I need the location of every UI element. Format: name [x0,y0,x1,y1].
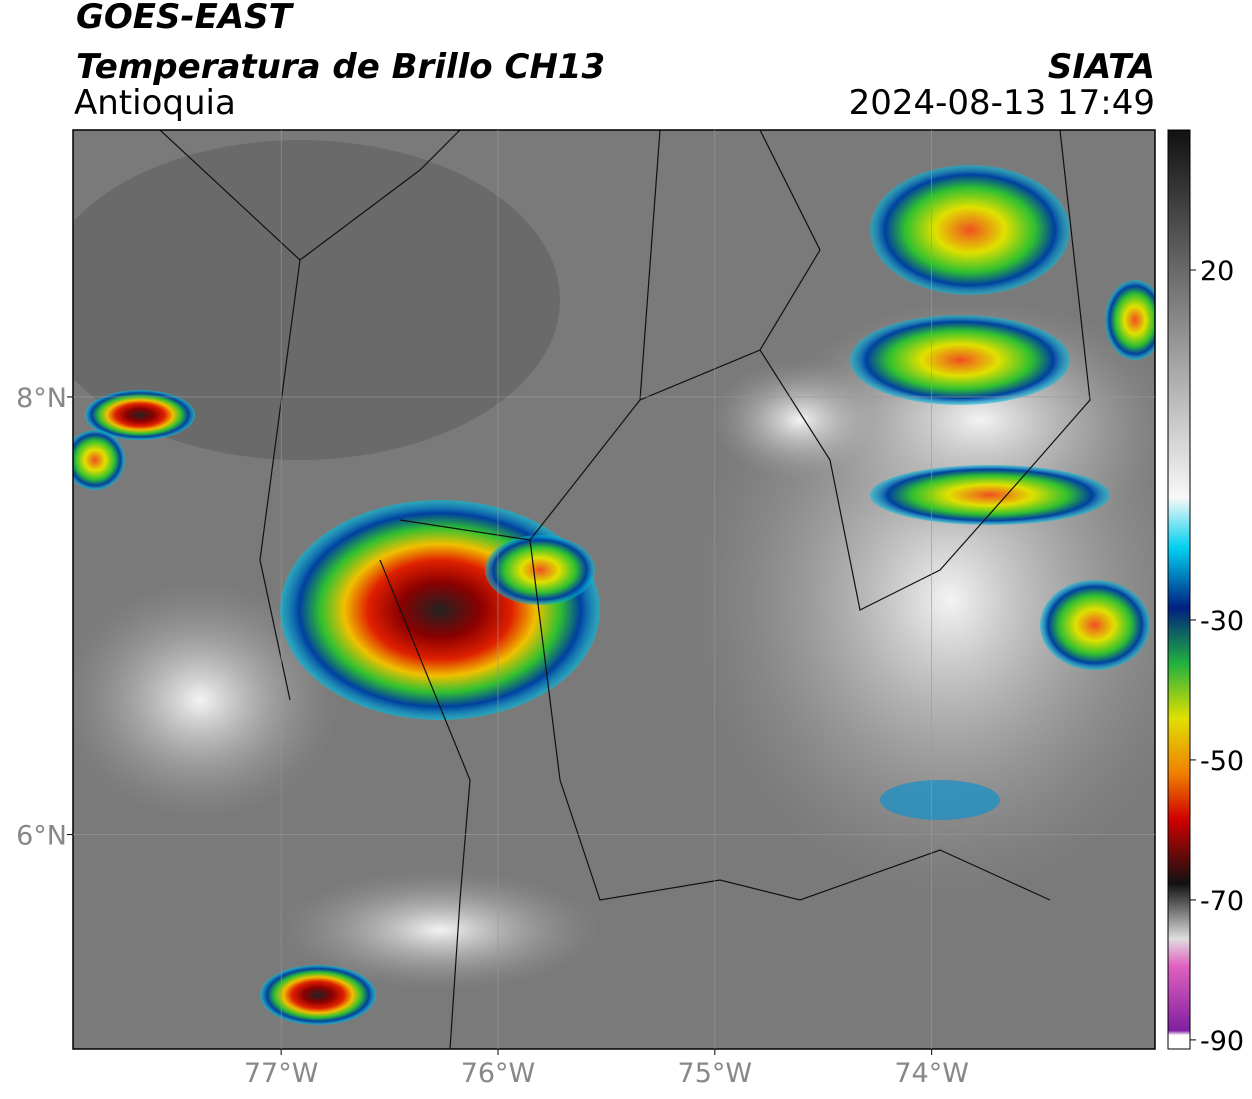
region: Antioquia [74,83,236,123]
title: GOES-EAST [76,0,295,37]
colorbar-tick-label: 20 [1200,256,1234,287]
source: SIATA [1048,47,1155,87]
subtitle: Temperatura de Brillo CH13 [76,47,605,87]
x-tick-label: 74°W [894,1058,969,1089]
x-tick-label: 77°W [244,1058,319,1089]
colorbar-tick-label: -90 [1200,1026,1244,1057]
colorbar-tick-label: -70 [1200,886,1244,917]
map-frame [72,129,1156,1050]
x-tick-label: 76°W [461,1058,536,1089]
y-tick-label: 8°N [16,383,67,414]
x-tick-label: 75°W [678,1058,753,1089]
datetime: 2024-08-13 17:49 [849,83,1155,123]
colorbar [1167,129,1191,1050]
colorbar-tick-label: -30 [1200,606,1244,637]
colorbar-tick-label: -50 [1200,746,1244,777]
y-tick-label: 6°N [16,821,67,852]
satellite-image [73,130,1155,1049]
